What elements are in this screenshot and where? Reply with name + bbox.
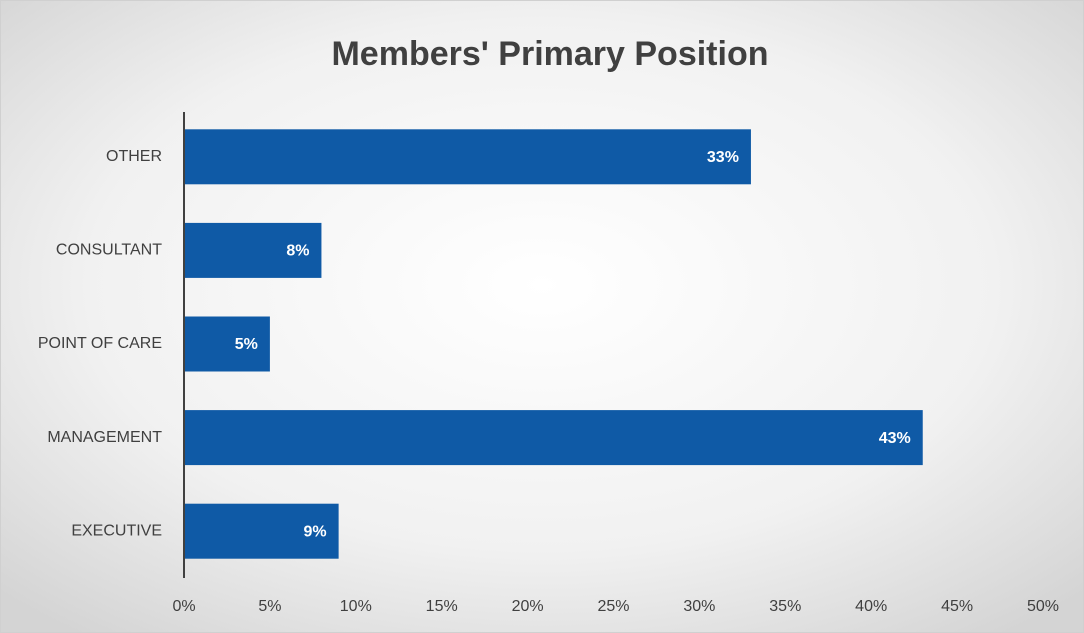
- x-tick-label: 10%: [340, 598, 372, 615]
- chart-title: Members' Primary Position: [331, 35, 768, 73]
- x-tick-label: 25%: [597, 598, 629, 615]
- x-tick-label: 15%: [426, 598, 458, 615]
- x-tick-label: 45%: [941, 598, 973, 615]
- y-tick-label: MANAGEMENT: [47, 429, 162, 446]
- y-tick-label: CONSULTANT: [56, 242, 162, 259]
- x-tick-label: 50%: [1027, 598, 1059, 615]
- data-label: 5%: [235, 336, 258, 353]
- bar: [184, 222, 322, 278]
- y-tick-label: EXECUTIVE: [71, 522, 162, 539]
- y-tick-label: OTHER: [106, 148, 162, 165]
- data-label: 43%: [879, 430, 911, 447]
- x-tick-label: 5%: [258, 598, 281, 615]
- bar: [184, 129, 751, 185]
- data-label: 9%: [303, 523, 326, 540]
- x-tick-label: 40%: [855, 598, 887, 615]
- x-tick-label: 35%: [769, 598, 801, 615]
- x-tick-label: 20%: [512, 598, 544, 615]
- data-label: 33%: [707, 149, 739, 166]
- bar: [184, 503, 339, 559]
- data-label: 8%: [286, 243, 309, 260]
- x-tick-label: 30%: [683, 598, 715, 615]
- bar: [184, 410, 923, 466]
- y-tick-label: POINT OF CARE: [38, 335, 162, 352]
- bar: [184, 316, 270, 372]
- x-tick-label: 0%: [172, 598, 195, 615]
